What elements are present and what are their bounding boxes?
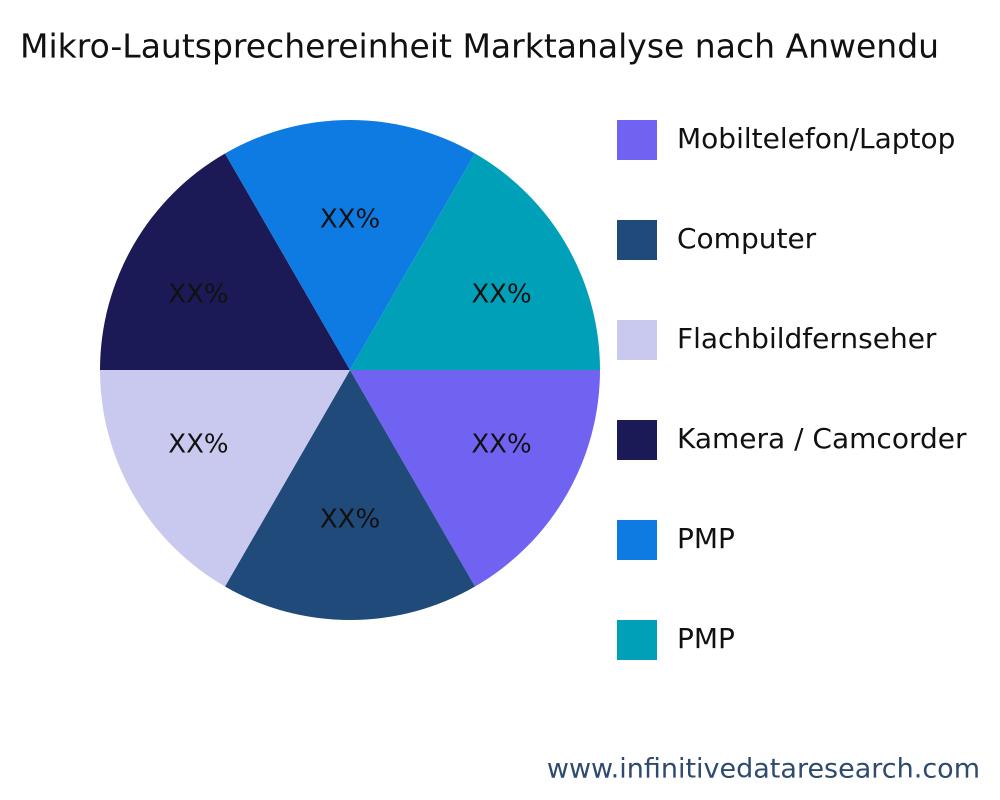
legend-swatch — [617, 120, 657, 160]
legend-label: Computer — [677, 222, 817, 255]
value-label: XX% — [471, 430, 531, 460]
pie-slice — [100, 153, 350, 370]
legend-label: Mobiltelefon/Laptop — [677, 122, 955, 155]
chart-title: Mikro-Lautsprechereinheit Marktanalyse n… — [20, 27, 939, 66]
legend-swatch — [617, 220, 657, 260]
legend-label: Flachbildfernseher — [677, 322, 937, 355]
pie-slice — [225, 370, 475, 620]
legend-swatch — [617, 620, 657, 660]
legend-swatch — [617, 420, 657, 460]
value-label: XX% — [471, 280, 531, 310]
legend-label: PMP — [677, 522, 735, 555]
value-label: XX% — [320, 205, 380, 235]
value-label: XX% — [168, 280, 228, 310]
value-label: XX% — [320, 505, 380, 535]
legend-label: Kamera / Camcorder — [677, 422, 967, 455]
source-link: www.infinitivedataresearch.com — [547, 754, 980, 785]
pie-slice — [350, 370, 600, 587]
pie-slice — [350, 153, 600, 370]
legend-swatch — [617, 320, 657, 360]
value-label: XX% — [168, 430, 228, 460]
legend-swatch — [617, 520, 657, 560]
legend-label: PMP — [677, 622, 735, 655]
pie-slice — [100, 370, 350, 587]
pie-slice — [225, 119, 475, 370]
